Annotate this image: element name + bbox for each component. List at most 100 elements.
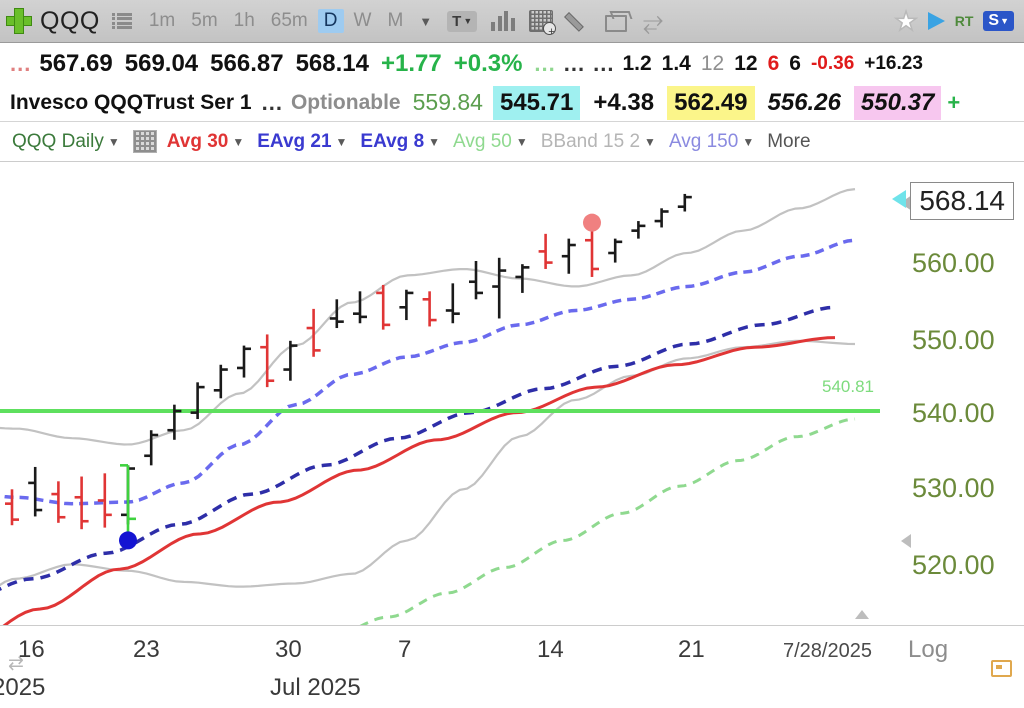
star-icon[interactable]: ★: [894, 6, 919, 36]
symbol-input[interactable]: QQQ: [40, 6, 100, 35]
study-avg-30[interactable]: Avg 30: [166, 130, 229, 152]
timeframe-m[interactable]: M: [387, 10, 404, 31]
avg-150-line: [359, 417, 856, 625]
study-eavg-21[interactable]: EAvg 21: [257, 130, 332, 152]
price-chart[interactable]: [0, 162, 1024, 625]
x-tick-21: 21: [678, 636, 705, 663]
quote-row-company: Invesco QQQTrust Ser 1 ... Optionable 55…: [0, 84, 1024, 122]
metric-1: 1.2: [622, 51, 652, 75]
blue-dot-marker: [119, 531, 137, 550]
add-icon[interactable]: [6, 8, 32, 34]
metric-4: 12: [734, 51, 758, 75]
date-axis[interactable]: 16 23 30 7 14 21 2025 Jul 2025 7/28/2025…: [0, 625, 1024, 708]
ohlc-bar: [608, 238, 623, 263]
study-bband-chevron-down-icon[interactable]: ▼: [644, 134, 656, 149]
row2-dots: ...: [261, 89, 283, 115]
ohlc-bar: [677, 193, 692, 212]
timeframe-1m[interactable]: 1m: [148, 10, 176, 31]
positive-value: +16.23: [864, 52, 923, 74]
add-panel-icon[interactable]: [528, 10, 556, 38]
grid-toggle-icon[interactable]: [132, 130, 157, 153]
ohlc-bar: [97, 473, 112, 528]
up-marker-icon: [855, 610, 869, 619]
log-scale-toggle[interactable]: Log: [908, 636, 949, 663]
study-eavg-8-chevron-down-icon[interactable]: ▼: [428, 134, 441, 149]
ohlc-bar: [144, 430, 159, 466]
high-value: 569.04: [124, 49, 199, 77]
metric-5: 6: [767, 51, 780, 75]
more-studies-button[interactable]: More: [767, 130, 811, 152]
ohlc-bar: [51, 481, 66, 523]
highlight-cyan-value: 545.71: [492, 85, 581, 120]
x-tick-14: 14: [537, 636, 564, 663]
watchlist-icon[interactable]: [112, 12, 132, 30]
text-tool-button[interactable]: T ▼: [447, 10, 478, 32]
ohlc-bar: [237, 345, 251, 378]
bar-style-icon[interactable]: [491, 11, 515, 31]
s-badge-icon[interactable]: S ▼: [983, 11, 1014, 31]
bband-upper-line: [0, 188, 856, 446]
ohlc-bar: [422, 291, 437, 327]
study-avg-150-chevron-down-icon[interactable]: ▼: [742, 134, 755, 149]
share-arrow-icon[interactable]: ⥂: [642, 6, 664, 36]
last-date-label: 7/28/2025: [783, 640, 872, 662]
row2-change: +4.38: [593, 88, 655, 116]
pencil-icon[interactable]: [567, 10, 591, 32]
open-value: 567.69: [39, 49, 113, 77]
ohlc-bar: [213, 364, 228, 399]
ohlc-bar: [538, 233, 553, 269]
ohlc-bar: [376, 284, 391, 330]
ohlc-bar: [585, 229, 599, 277]
y-axis-label-530: 530.00: [912, 473, 995, 503]
ohlc-bar: [5, 489, 19, 526]
chart-title-chevron-down-icon[interactable]: ▼: [107, 134, 120, 149]
optionable-label: Optionable: [290, 90, 401, 114]
dots-green: ...: [534, 50, 556, 76]
chevron-down-icon: ▼: [1000, 16, 1009, 26]
timeframe-5m[interactable]: 5m: [191, 10, 218, 31]
ohlc-bar: [492, 257, 507, 319]
timeframe-d[interactable]: D: [317, 9, 344, 33]
change-percent: +0.3%: [453, 49, 523, 77]
eavg-21-line: [0, 305, 836, 591]
close-value: 568.14: [295, 49, 369, 77]
ohlc-bar: [515, 264, 530, 293]
timeframe-1h[interactable]: 1h: [233, 10, 255, 31]
y-axis-label-550: 550.00: [912, 325, 995, 355]
y-axis-label-540: 540.00: [912, 398, 995, 428]
study-eavg-21-chevron-down-icon[interactable]: ▼: [335, 134, 348, 149]
study-avg-50-chevron-down-icon[interactable]: ▼: [515, 134, 528, 149]
timeframe-65m[interactable]: 65m: [270, 10, 308, 31]
horizontal-resize-icon[interactable]: ⇄: [8, 653, 24, 674]
lock-icon[interactable]: [991, 660, 1012, 677]
ohlc-bar: [260, 334, 275, 388]
ohlc-bar: [399, 289, 414, 321]
ohlc-bar: [28, 466, 43, 517]
highlight-yellow-value: 562.49: [667, 85, 755, 120]
timeframe-w[interactable]: W: [353, 10, 372, 31]
realtime-label: RT: [954, 13, 974, 29]
avg-30-line: [2, 336, 836, 625]
x-axis-year-left: 2025: [0, 674, 46, 701]
x-tick-16: 16: [18, 636, 45, 663]
secondary-price: 559.84: [412, 89, 483, 115]
chevron-down-icon[interactable]: ▼: [419, 13, 433, 29]
chart-canvas[interactable]: [0, 162, 1024, 625]
x-axis-month-label: Jul 2025: [270, 674, 361, 701]
x-tick-30: 30: [275, 636, 302, 663]
metric-6: 6: [789, 51, 801, 75]
text-tool-label: T: [452, 12, 462, 30]
study-bband[interactable]: BBand 15 2: [540, 130, 641, 152]
x-tick-7: 7: [398, 636, 412, 663]
folder-icon[interactable]: [604, 11, 629, 32]
flag-icon[interactable]: [927, 12, 945, 30]
ohlc-bar: [353, 291, 367, 324]
study-avg-50[interactable]: Avg 50: [453, 130, 512, 152]
study-eavg-8[interactable]: EAvg 8: [360, 130, 425, 152]
bband-lower-line: [0, 339, 856, 588]
dots-black-1: ...: [563, 50, 586, 76]
top-toolbar: QQQ 1m 5m 1h 65m D W M ▼ T▼ ⥂ ★ RT: [0, 0, 1024, 43]
study-avg-30-chevron-down-icon[interactable]: ▼: [232, 134, 245, 149]
study-avg-150[interactable]: Avg 150: [668, 130, 739, 152]
